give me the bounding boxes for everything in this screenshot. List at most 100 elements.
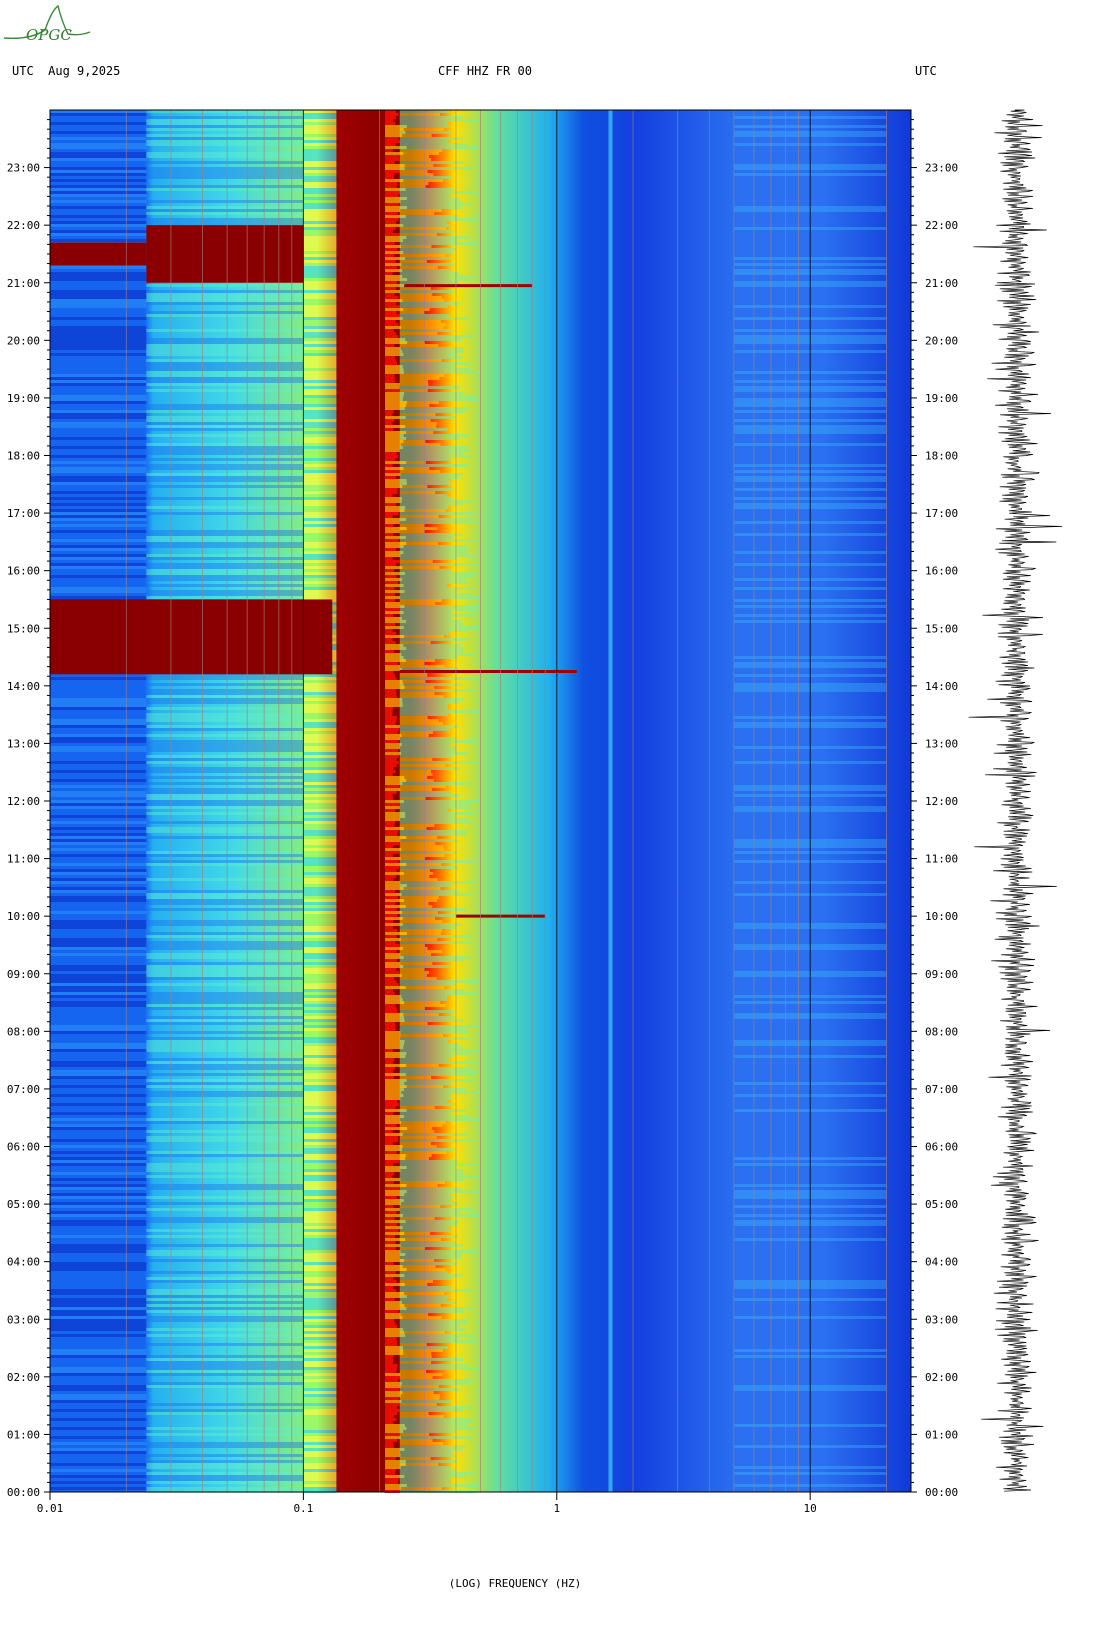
spectro-cell [399, 989, 465, 992]
spectro-cell [385, 482, 407, 485]
spectro-cell [385, 1139, 399, 1142]
spectro-cell [399, 1370, 427, 1373]
y-tick-label: 16:00 [7, 565, 40, 578]
spectro-cell [385, 821, 395, 824]
spectro-cell [399, 950, 443, 953]
spectro-cell [303, 176, 337, 179]
spectro-cell [399, 416, 456, 419]
spectro-cell [303, 206, 337, 209]
spectro-cell [385, 572, 405, 575]
spectro-cell [303, 143, 337, 146]
spectro-cell [385, 1337, 397, 1340]
spectro-cell [385, 182, 398, 185]
spectro-cell [399, 410, 466, 413]
spectro-cell [399, 1310, 465, 1313]
spectro-cell [399, 842, 436, 845]
spectro-cell [146, 971, 304, 974]
spectro-cell [385, 929, 398, 932]
spectro-cell [50, 1322, 147, 1325]
spectro-cell [399, 1256, 461, 1259]
spectro-cell [303, 518, 337, 521]
spectro-cell [385, 584, 404, 587]
spectro-cell [385, 1391, 403, 1394]
spectro-cell [303, 209, 337, 212]
spectro-cell [50, 590, 147, 593]
spectro-cell [385, 1376, 400, 1379]
spectro-cell [385, 605, 405, 608]
spectro-cell [303, 854, 337, 857]
spectro-cell [50, 1214, 147, 1217]
spectro-cell [146, 152, 304, 155]
spectro-cell [399, 224, 450, 227]
spectro-cell [399, 581, 469, 584]
spectro-cell [385, 347, 401, 350]
spectro-cell [303, 431, 337, 434]
spectro-cell [399, 1154, 432, 1157]
spectro-cell [399, 260, 427, 263]
spectro-cell [385, 284, 407, 287]
spectro-cell [399, 1202, 458, 1205]
spectro-cell [303, 425, 337, 428]
spectro-cell [399, 401, 439, 404]
spectro-cell [385, 1397, 399, 1400]
spectro-cell [385, 1265, 403, 1268]
spectro-cell [385, 1283, 405, 1286]
spectro-cell [303, 809, 337, 812]
spectro-cell [385, 767, 394, 770]
spectro-cell [399, 584, 447, 587]
spectro-cell [385, 1244, 401, 1247]
spectro-cell [385, 1052, 407, 1055]
spectro-cell [399, 290, 454, 293]
spectro-cell [399, 977, 437, 980]
spectro-cell [385, 515, 393, 518]
spectro-cell [146, 365, 304, 368]
spectro-cell [303, 257, 337, 260]
spectro-cell [50, 398, 147, 401]
spectro-cell [146, 1370, 304, 1373]
spectro-cell [399, 1427, 474, 1430]
spectro-cell [385, 185, 397, 188]
spectro-cell [399, 203, 474, 206]
spectro-cell [50, 1328, 147, 1331]
spectro-cell [399, 944, 425, 947]
spectro-cell [385, 947, 403, 950]
spectro-cell [385, 941, 396, 944]
spectro-cell [50, 842, 147, 845]
spectro-cell [385, 758, 397, 761]
spectro-cell [303, 1430, 337, 1433]
spectro-cell [385, 452, 397, 455]
spectro-cell [303, 452, 337, 455]
spectro-cell [399, 275, 479, 278]
spectro-cell [399, 701, 460, 704]
spectro-cell [399, 779, 434, 782]
spectro-cell [399, 1220, 459, 1223]
spectro-cell [146, 962, 304, 965]
spectro-cell [50, 1487, 147, 1490]
spectro-cell [50, 737, 147, 740]
spectro-cell [303, 1043, 337, 1046]
spectro-cell [303, 929, 337, 932]
spectro-cell [399, 599, 442, 602]
spectro-cell [385, 1202, 402, 1205]
spectro-cell [385, 200, 401, 203]
spectro-cell [385, 1043, 405, 1046]
spectro-cell [385, 221, 397, 224]
y-tick-label: 00:00 [925, 1486, 958, 1499]
spectro-cell [385, 173, 395, 176]
spectro-cell [146, 416, 304, 419]
spectro-cell [399, 587, 475, 590]
y-tick-label: 20:00 [7, 334, 40, 347]
spectro-cell [50, 497, 147, 500]
spectro-cell [399, 764, 446, 767]
spectro-cell [303, 842, 337, 845]
spectro-cell [385, 668, 402, 671]
spectro-cell [399, 965, 451, 968]
spectro-cell [303, 1034, 337, 1037]
spectro-cell [399, 305, 448, 308]
spectro-cell [399, 887, 441, 890]
spectro-cell [399, 326, 444, 329]
spectro-cell [385, 1112, 394, 1115]
spectro-cell [385, 1349, 404, 1352]
spectro-cell [303, 581, 337, 584]
spectro-cell [399, 365, 456, 368]
